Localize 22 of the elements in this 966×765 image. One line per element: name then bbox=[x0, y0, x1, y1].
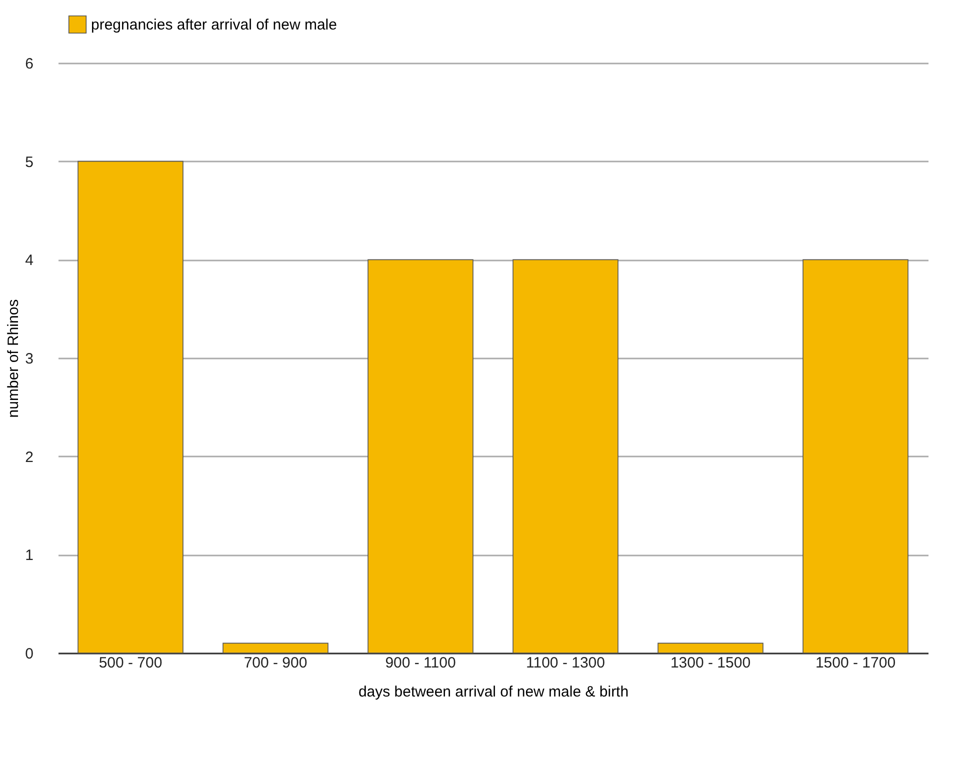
bar bbox=[78, 160, 184, 654]
legend-label: pregnancies after arrival of new male bbox=[91, 16, 337, 34]
x-tick-label: 900 - 1100 bbox=[385, 654, 456, 672]
x-tick-label: 1500 - 1700 bbox=[815, 654, 896, 672]
x-axis-title: days between arrival of new male & birth bbox=[358, 684, 629, 700]
x-tick-label: 700 - 900 bbox=[244, 654, 308, 672]
y-axis-title: number of Rhinos bbox=[5, 299, 22, 418]
bar bbox=[658, 642, 764, 654]
bar bbox=[222, 642, 328, 654]
y-tick-label: 3 bbox=[25, 350, 34, 368]
y-tick-label: 0 bbox=[25, 646, 34, 662]
x-tick-label: 1300 - 1500 bbox=[670, 654, 751, 672]
bar bbox=[802, 259, 908, 654]
y-tick-label: 4 bbox=[25, 252, 34, 270]
y-tick-label: 1 bbox=[25, 547, 34, 564]
x-tick-label: 500 - 700 bbox=[98, 654, 162, 672]
x-tick-label: 1100 - 1300 bbox=[526, 654, 605, 672]
y-tick-label: 5 bbox=[25, 154, 34, 171]
bar bbox=[368, 259, 474, 654]
y-tick-label: 6 bbox=[25, 56, 34, 72]
bar bbox=[512, 259, 618, 654]
y-tick-label: 2 bbox=[25, 448, 34, 466]
